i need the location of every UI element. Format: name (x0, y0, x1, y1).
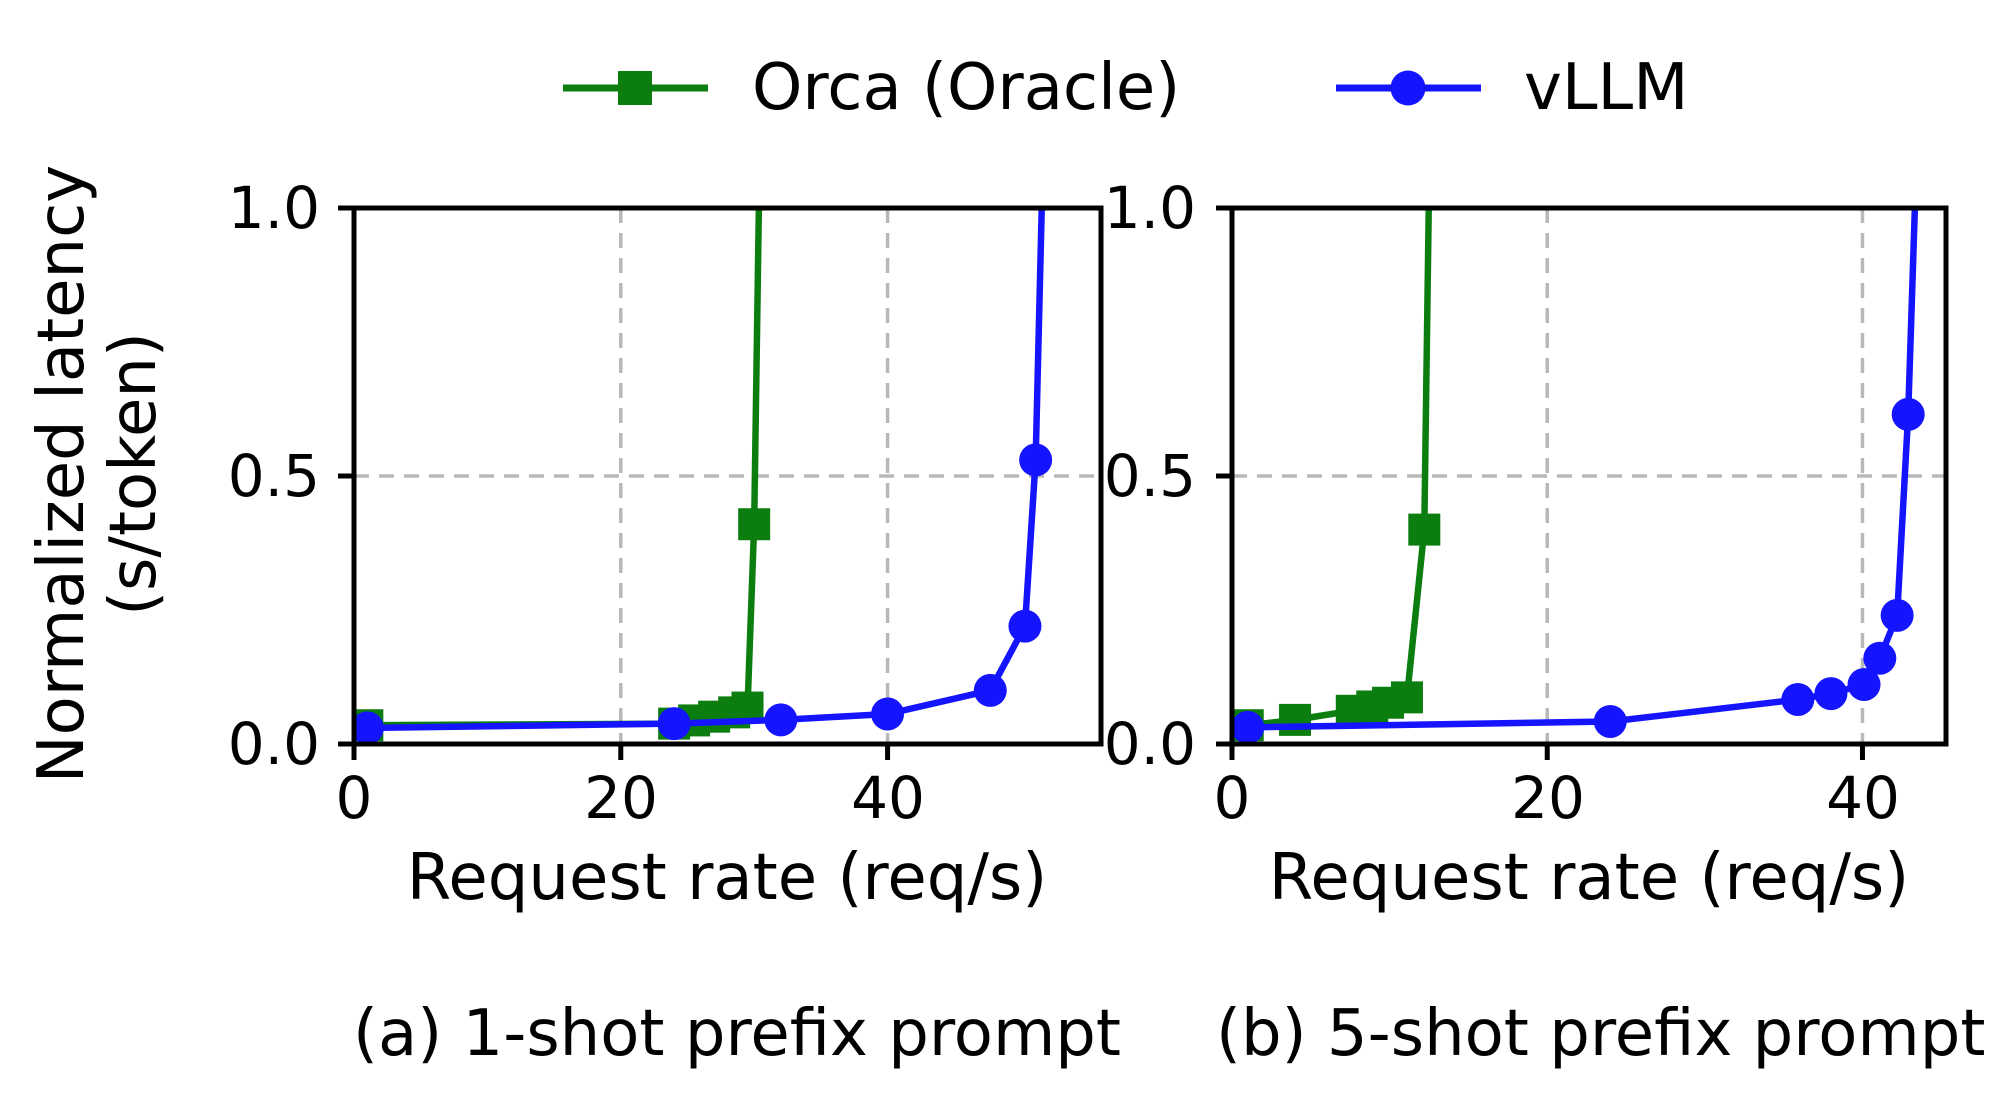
square-marker (1408, 513, 1441, 546)
square-marker (1390, 681, 1423, 714)
b-xtick-0: 0 (1213, 764, 1251, 832)
series-line (1247, 208, 1432, 729)
gridlines (1232, 208, 1946, 744)
y-axis-label: Normalized latency (s/token) (25, 0, 174, 974)
caption-subplot-a: (a) 1-shot prefix prompt (353, 997, 1121, 1071)
b-xtick-40: 40 (1826, 764, 1900, 832)
caption-subplot-b: (b) 5-shot prefix prompt (1216, 997, 1986, 1071)
b-ytick-0.0: 0.0 (1103, 710, 1196, 778)
circle-marker (871, 697, 905, 731)
b-ytick-0.5: 0.5 (1103, 442, 1196, 510)
a-xtick-40: 40 (851, 764, 925, 832)
legend (563, 70, 1481, 106)
legend-swatch-orca (563, 71, 708, 105)
a-x-axis-label: Request rate (req/s) (406, 841, 1048, 915)
series-vllm (354, 208, 1053, 744)
a-ytick-1.0: 1.0 (227, 174, 320, 242)
subplot-a (338, 205, 1104, 760)
series-orca-oracle- (1232, 208, 1441, 742)
circle-marker (1232, 710, 1265, 744)
circle-marker (1008, 609, 1042, 643)
a-ytick-0.0: 0.0 (227, 710, 320, 778)
b-ytick-1.0: 1.0 (1103, 174, 1196, 242)
circle-marker (1814, 677, 1848, 711)
circle-marker (1781, 683, 1815, 717)
series-orca-oracle- (354, 208, 771, 742)
tick-marks (1216, 205, 1865, 760)
circle-marker (1847, 668, 1881, 702)
gridlines (354, 208, 1101, 744)
series-line (367, 208, 1045, 732)
circle-marker (973, 673, 1007, 707)
legend-label-orca: Orca (Oracle) (752, 51, 1181, 125)
legend-swatch-vllm (1336, 70, 1481, 106)
a-xtick-0: 0 (335, 764, 373, 832)
circle-marker (1863, 641, 1897, 675)
series-line (367, 208, 763, 729)
legend-square-marker (618, 71, 652, 105)
b-xtick-20: 20 (1511, 764, 1585, 832)
series-group (1232, 58, 1936, 744)
series-line (1247, 208, 1919, 731)
circle-marker (1880, 598, 1914, 632)
legend-circle-marker (1390, 70, 1426, 106)
tick-marks (338, 205, 891, 760)
subplot-b (1216, 58, 1949, 760)
a-ytick-0.5: 0.5 (227, 442, 320, 510)
circle-marker (1593, 704, 1627, 738)
series-group (354, 208, 1053, 744)
circle-marker (764, 703, 798, 737)
circle-marker (354, 711, 384, 744)
b-x-axis-label: Request rate (req/s) (1268, 841, 1910, 915)
circle-marker (657, 707, 691, 741)
legend-label-vllm: vLLM (1524, 51, 1689, 125)
y-axis-label-line1: Normalized latency (25, 164, 99, 784)
circle-marker (1891, 397, 1925, 431)
square-marker (738, 508, 771, 541)
square-marker (1279, 703, 1312, 736)
series-vllm (1232, 58, 1936, 744)
circle-marker (1903, 58, 1936, 91)
y-axis-label-line2: (s/token) (97, 332, 171, 616)
a-xtick-20: 20 (584, 764, 658, 832)
circle-marker (1019, 443, 1053, 477)
